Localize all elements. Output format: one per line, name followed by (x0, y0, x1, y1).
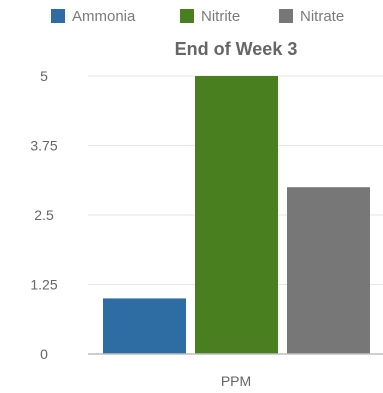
x-axis-label: PPM (221, 373, 251, 389)
bar-ammonia (103, 298, 186, 354)
chart-title: End of Week 3 (175, 39, 298, 59)
legend-swatch-ammonia (51, 9, 65, 23)
legend-swatch-nitrite (180, 9, 194, 23)
y-tick-label: 5 (40, 68, 48, 84)
legend-label-nitrate: Nitrate (300, 8, 344, 25)
bars (103, 76, 370, 354)
legend-label-nitrite: Nitrite (201, 8, 240, 25)
legend-swatch-nitrate (279, 9, 293, 23)
y-axis-ticks: 0 1.25 2.5 3.75 5 (30, 68, 57, 362)
legend: Ammonia Nitrite Nitrate (51, 8, 344, 25)
legend-label-ammonia: Ammonia (72, 8, 136, 25)
bar-nitrite (195, 76, 278, 354)
y-tick-label: 3.75 (30, 138, 57, 154)
y-tick-label: 1.25 (30, 277, 57, 293)
bar-nitrate (287, 187, 370, 354)
y-tick-label: 2.5 (34, 207, 54, 223)
y-tick-label: 0 (40, 346, 48, 362)
